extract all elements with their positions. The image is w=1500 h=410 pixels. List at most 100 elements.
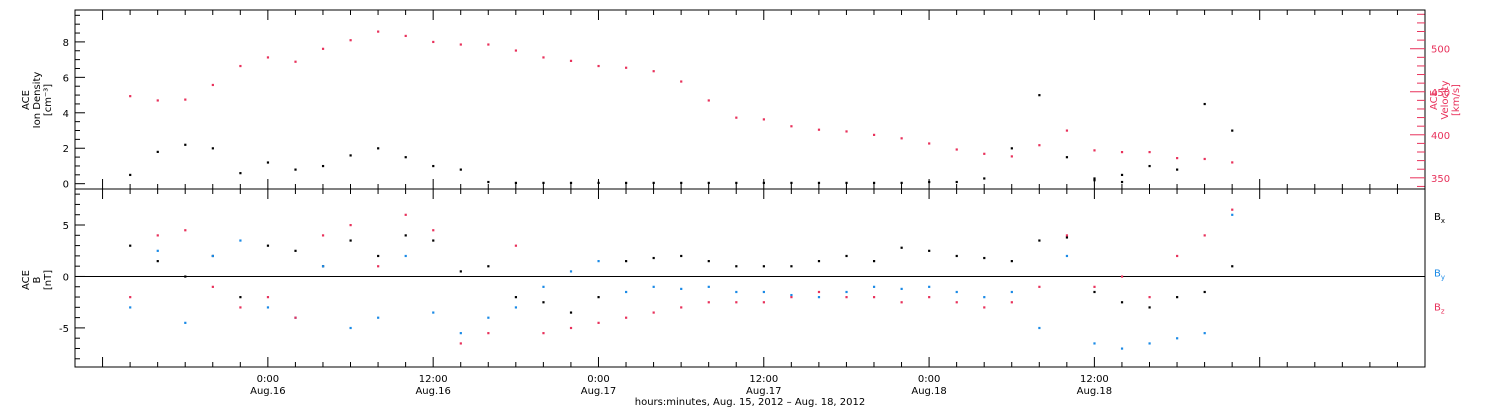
b-field-point [569, 270, 573, 273]
density-point [900, 181, 903, 184]
b-field-point [156, 234, 159, 237]
b-field-point [928, 285, 931, 288]
b-field-point [1038, 239, 1041, 242]
velocity-point [983, 152, 986, 155]
velocity-point [569, 59, 573, 62]
top-right-tick-label: 350 [1431, 174, 1450, 185]
density-point [735, 181, 738, 184]
velocity-point [184, 98, 187, 101]
velocity-point [514, 49, 518, 52]
top-panel: ACEIon Density[cm⁻³] ACEVelocity[km/s] 0… [21, 9, 1462, 191]
b-field-point [625, 290, 628, 294]
b-field-point [184, 321, 187, 324]
b-field-point [1093, 290, 1096, 294]
b-field-point [1120, 347, 1124, 350]
velocity-point [266, 56, 270, 59]
b-field-point [239, 239, 242, 242]
b-field-point [432, 311, 435, 314]
b-field-point [707, 285, 710, 288]
b-field-point [404, 213, 407, 216]
legend: Bx By Bz [1434, 212, 1445, 316]
density-point [321, 164, 325, 168]
b-field-point [955, 290, 958, 294]
b-field-point [321, 234, 325, 237]
b-field-point [294, 316, 297, 319]
b-field-point [1010, 260, 1013, 263]
velocity-point [597, 64, 600, 68]
b-field-point [377, 254, 380, 258]
b-field-point [266, 296, 270, 299]
bottom-left-ylabel: ACEB[nT] [21, 270, 54, 290]
velocity-point [872, 133, 876, 136]
density-point [377, 147, 380, 150]
b-field-point [680, 254, 683, 258]
b-field-point [900, 287, 903, 291]
bottom-left-tick-label: 0 [63, 272, 69, 283]
b-field-point [597, 260, 600, 263]
b-field-point [735, 301, 738, 304]
b-field-point [542, 301, 545, 304]
b-field-point [762, 301, 765, 304]
b-field-point [542, 332, 545, 335]
b-field-point [1148, 342, 1151, 345]
b-field-point [845, 290, 848, 294]
b-field-series-Bx [129, 234, 1234, 314]
b-field-point [239, 296, 242, 299]
b-field-point [707, 301, 710, 304]
top-right-ylabel: ACEVelocity[km/s] [1429, 80, 1462, 119]
density-point [294, 168, 297, 171]
b-field-point [735, 290, 738, 294]
b-field-point [1065, 234, 1069, 237]
b-field-point [597, 321, 600, 324]
bottom-data-series [129, 208, 1234, 350]
density-point [762, 181, 765, 184]
top-right-tick-label: 400 [1431, 131, 1450, 142]
velocity-point [1038, 144, 1041, 147]
b-field-series-By [129, 213, 1234, 350]
velocity-point [762, 118, 765, 121]
density-point [184, 143, 187, 146]
b-field-point [1203, 332, 1206, 335]
top-right-tick-label: 450 [1431, 88, 1450, 99]
b-field-point [707, 260, 710, 263]
velocity-point [900, 137, 903, 140]
x-tick-time-label: 12:00 [749, 374, 778, 385]
density-point [983, 177, 986, 180]
top-left-tick-label: 0 [63, 180, 69, 191]
legend-By: By [1434, 268, 1445, 281]
b-field-point [156, 249, 159, 252]
density-point [266, 161, 270, 164]
b-field-point [129, 244, 132, 247]
top-left-tick-label: 4 [63, 109, 69, 120]
density-point [845, 181, 848, 184]
b-field-point [1120, 301, 1124, 304]
x-tick-time-label: 12:00 [419, 374, 448, 385]
density-point [404, 156, 407, 159]
density-point [1093, 177, 1096, 180]
b-field-point [514, 244, 518, 247]
b-field-point [1038, 326, 1041, 330]
b-field-point [569, 311, 573, 314]
b-field-point [1176, 337, 1179, 340]
top-panel-frame [74, 9, 1426, 190]
b-field-point [1093, 285, 1096, 288]
x-tick-date-label: Aug.17 [746, 386, 781, 397]
b-field-point [514, 296, 518, 299]
b-field-point [1093, 342, 1096, 345]
b-field-point [955, 301, 958, 304]
velocity-point [790, 125, 793, 128]
velocity-point [211, 83, 214, 87]
b-field-point [790, 293, 793, 297]
density-point [129, 173, 132, 177]
velocity-point [817, 128, 821, 131]
velocity-point [1231, 161, 1234, 164]
b-field-point [349, 326, 352, 330]
velocity-point [542, 56, 545, 59]
b-field-point [459, 270, 462, 273]
b-field-point [762, 290, 765, 294]
density-point [625, 181, 628, 184]
b-field-point [845, 254, 848, 258]
b-field-point [184, 229, 187, 232]
b-field-point [872, 285, 876, 288]
